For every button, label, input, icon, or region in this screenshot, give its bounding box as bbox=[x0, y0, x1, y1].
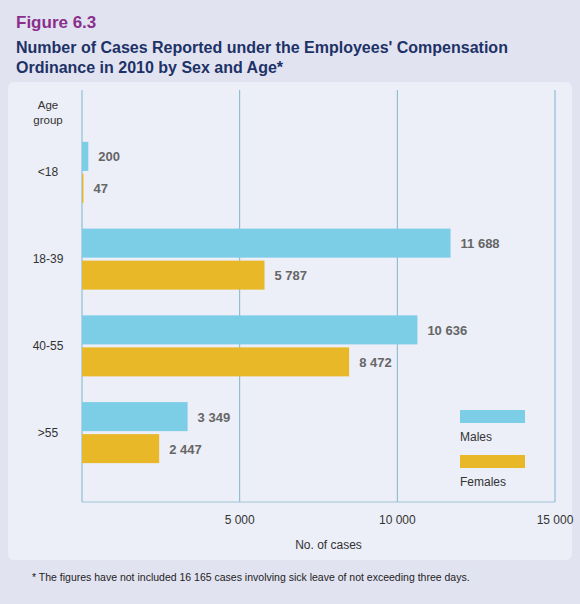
bars bbox=[82, 142, 451, 463]
data-label: 5 787 bbox=[274, 268, 307, 283]
footnote: * The figures have not included 16 165 c… bbox=[32, 571, 470, 583]
category-label: <18 bbox=[38, 165, 59, 179]
y-axis-title-line: group bbox=[33, 114, 62, 126]
title-line: Number of Cases Reported under the Emplo… bbox=[16, 39, 508, 56]
legend-swatch bbox=[460, 455, 525, 468]
legend: Males Females bbox=[460, 410, 525, 489]
category-label: >55 bbox=[38, 426, 59, 440]
bar bbox=[82, 229, 451, 258]
legend-swatch bbox=[460, 410, 525, 423]
data-label: 2 447 bbox=[169, 442, 202, 457]
figure-label: Figure 6.3 bbox=[16, 13, 96, 32]
grid-line bbox=[239, 90, 240, 502]
x-axis-title: No. of cases bbox=[295, 538, 362, 552]
bar bbox=[82, 402, 188, 431]
bar bbox=[82, 434, 159, 463]
bar bbox=[82, 347, 349, 376]
bar bbox=[82, 142, 88, 171]
bar bbox=[82, 315, 417, 344]
y-axis-title: Age group bbox=[33, 99, 62, 126]
x-tick-label: 10 000 bbox=[379, 513, 416, 527]
category-label: 18-39 bbox=[33, 252, 64, 266]
panel bbox=[8, 82, 572, 560]
legend-label: Females bbox=[460, 475, 506, 489]
bar bbox=[82, 174, 83, 203]
x-axis-line bbox=[82, 502, 555, 503]
data-label: 10 636 bbox=[427, 323, 467, 338]
data-label: 3 349 bbox=[198, 410, 231, 425]
y-axis-title-line: Age bbox=[38, 99, 58, 111]
x-tick-label: 15 000 bbox=[537, 513, 574, 527]
background bbox=[0, 0, 580, 604]
category-label: 40-55 bbox=[33, 339, 64, 353]
data-labels: 200 47 11 688 5 787 10 636 8 472 3 349 2 447 bbox=[93, 149, 499, 456]
legend-label: Males bbox=[460, 430, 492, 444]
grid-line bbox=[397, 90, 398, 502]
data-label: 8 472 bbox=[359, 355, 392, 370]
data-label: 47 bbox=[93, 181, 107, 196]
data-label: 200 bbox=[98, 149, 120, 164]
grid-line bbox=[555, 90, 556, 502]
title-line: Ordinance in 2010 by Sex and Age* bbox=[16, 59, 284, 76]
bar bbox=[82, 261, 264, 290]
title: Number of Cases Reported under the Emplo… bbox=[16, 39, 508, 76]
chart-root: Figure 6.3 Number of Cases Reported under… bbox=[0, 0, 580, 604]
x-tick-label: 5 000 bbox=[225, 513, 255, 527]
data-label: 11 688 bbox=[461, 236, 500, 251]
